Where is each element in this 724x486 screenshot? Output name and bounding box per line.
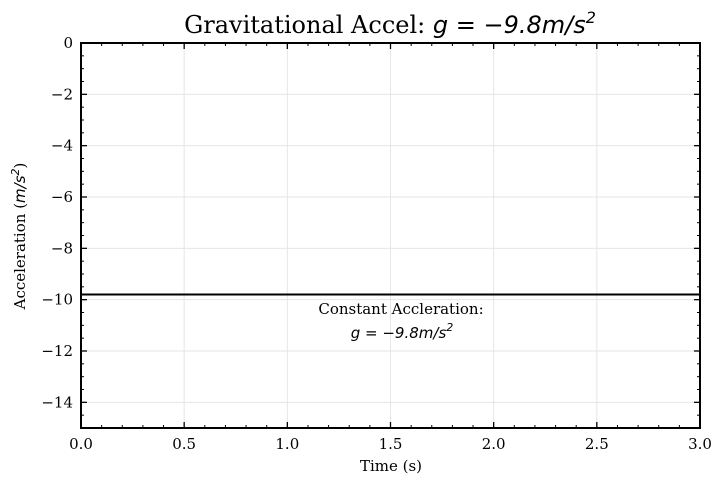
y-tick-label: −14 [41, 393, 73, 411]
y-tick-label: −2 [51, 85, 73, 103]
chart-title: Gravitational Accel: g = −9.8m/s2 [184, 8, 596, 39]
x-tick-label: 1.0 [275, 435, 299, 453]
y-tick-label: −10 [41, 291, 73, 309]
x-tick-label: 1.5 [379, 435, 403, 453]
annotation-superscript: 2 [446, 321, 453, 334]
y-axis-label-suffix: ) [11, 163, 29, 169]
chart-title-prefix: Gravitational Accel: [184, 11, 433, 39]
y-axis-label: Acceleration (m/s2) [9, 163, 29, 311]
x-axis-label: Time (s) [360, 457, 422, 475]
grid [80, 42, 701, 428]
x-tick-label: 3.0 [688, 435, 712, 453]
y-tick-label: −8 [51, 239, 73, 257]
y-tick-label: −12 [41, 342, 73, 360]
x-tick-label: 0.0 [69, 435, 93, 453]
y-axis-label-text: Acceleration ( [11, 203, 29, 310]
annotation-line2: g = −9.8m/s2 [351, 321, 454, 342]
y-axis-label-superscript: 2 [9, 168, 22, 175]
y-axis-label-math: m/s [11, 175, 29, 203]
x-tick-label: 2.5 [585, 435, 609, 453]
y-tick-label: −4 [51, 137, 73, 155]
annotation: Constant Accleration: g = −9.8m/s2 [318, 300, 483, 342]
y-tick-label: 0 [63, 34, 73, 52]
tick-labels: 0.0 0.5 1.0 1.5 2.0 2.5 3.0 0 −2 −4 −6 −8 −10 −12 −14 [41, 34, 712, 453]
chart-title-math: g = −9.8m/s [433, 11, 586, 39]
y-tick-label: −6 [51, 188, 73, 206]
x-tick-label: 2.0 [482, 435, 506, 453]
annotation-line1: Constant Accleration: [318, 300, 483, 318]
x-tick-label: 0.5 [172, 435, 196, 453]
plot-frame [80, 42, 701, 429]
chart-title-superscript: 2 [586, 8, 596, 27]
annotation-math: g = −9.8m/s [351, 324, 447, 342]
